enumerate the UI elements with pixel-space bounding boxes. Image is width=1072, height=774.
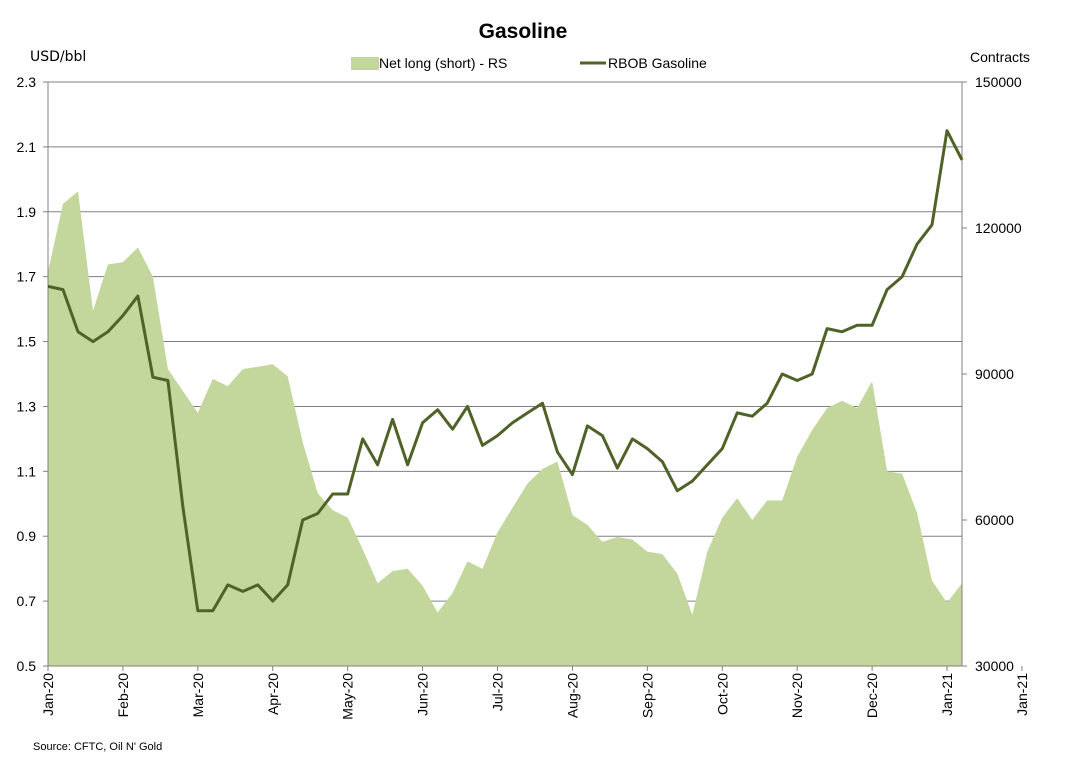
x-tick-label: Jul-20 [490, 673, 506, 711]
x-tick-label: Jan-20 [40, 673, 56, 716]
legend-item-net-long: Net long (short) - RS [351, 55, 507, 71]
y-left-tick-label: 1.9 [17, 204, 37, 220]
y-right-tick-labels: 150000 120000 90000 60000 30000 [975, 74, 1022, 674]
y-right-tick-label: 30000 [975, 658, 1014, 674]
x-tick-label: Jan-21 [939, 673, 955, 716]
legend: Net long (short) - RS RBOB Gasoline [351, 55, 707, 71]
y-right-tick-label: 90000 [975, 366, 1014, 382]
x-tick-label: Mar-20 [190, 673, 206, 718]
y-left-tick-label: 1.3 [17, 398, 37, 414]
x-tick-label: Jun-20 [415, 673, 431, 716]
y-left-tick-label: 2.3 [17, 74, 37, 90]
legend-item-rbob: RBOB Gasoline [580, 55, 707, 71]
source-note: Source: CFTC, Oil N' Gold [33, 741, 162, 753]
y-left-tick-label: 0.9 [17, 528, 37, 544]
y-left-tick-label: 1.5 [17, 334, 37, 350]
x-tick-label: Dec-20 [864, 673, 880, 718]
y-right-tick-label: 150000 [975, 74, 1022, 90]
x-tick-label: Sep-20 [639, 673, 655, 718]
x-tick-label: May-20 [340, 673, 356, 720]
x-tick-label: Apr-20 [265, 673, 281, 715]
net-long-area [48, 191, 962, 666]
y-right-axis-label: Contracts [970, 49, 1030, 65]
y-right-tick-label: 120000 [975, 220, 1022, 236]
legend-swatch-area [351, 57, 379, 70]
legend-label-net-long: Net long (short) - RS [379, 55, 507, 71]
rbob-gasoline-line [47, 129, 964, 613]
y-left-tick-label: 2.1 [17, 139, 37, 155]
y-left-tick-labels: 2.3 2.1 1.9 1.7 1.5 1.3 1.1 0.9 0.7 0.5 [17, 74, 37, 674]
y-left-tick-label: 1.7 [17, 269, 37, 285]
chart-title: Gasoline [479, 20, 568, 43]
y-left-tick-label: 1.1 [17, 463, 37, 479]
legend-label-rbob: RBOB Gasoline [608, 55, 707, 71]
x-tick-label: Feb-20 [115, 673, 131, 718]
y-right-tick-label: 60000 [975, 512, 1014, 528]
x-tick-label: Oct-20 [714, 673, 730, 715]
x-tick-labels: Jan-20 Feb-20 Mar-20 Apr-20 May-20 Jun-20 Jul-… [40, 673, 1030, 720]
x-tick-label: Nov-20 [789, 673, 805, 718]
y-left-tick-label: 0.5 [17, 658, 37, 674]
y-left-axis-label: USD/bbl [30, 49, 86, 65]
y-left-tick-label: 0.7 [17, 593, 37, 609]
axes [43, 81, 1023, 671]
x-tick-label: Jan-21 [1014, 673, 1030, 716]
x-tick-label: Aug-20 [564, 673, 580, 718]
